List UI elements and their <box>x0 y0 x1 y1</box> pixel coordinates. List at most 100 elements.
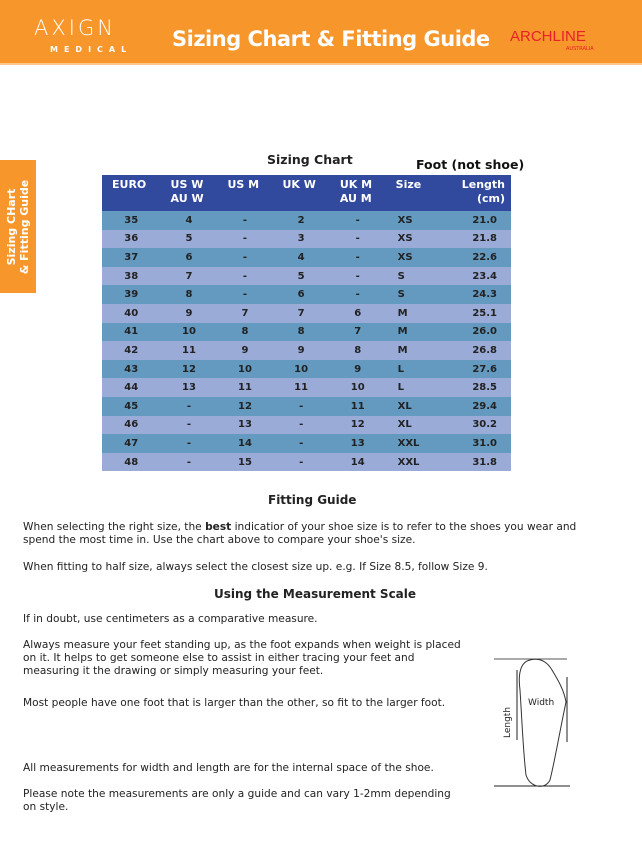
table-cell: 10 <box>329 378 386 397</box>
column-header: UK W <box>272 175 330 211</box>
column-header: EURO <box>102 175 161 211</box>
table-cell: 46 <box>102 415 161 435</box>
measure-paragraph-1: If in doubt, use centimeters as a compar… <box>23 613 318 625</box>
foot-diagram: Width Length <box>494 658 570 787</box>
table-cell: - <box>217 211 273 230</box>
table-cell: 48 <box>102 452 161 472</box>
table-cell: 9 <box>217 341 273 360</box>
table-row: 41 10 8 8 7 M 26.0 <box>102 322 511 342</box>
table-cell: 8 <box>329 341 386 360</box>
table-cell: XXL <box>385 434 433 453</box>
table-cell: 10 <box>160 322 218 342</box>
table-cell: 9 <box>272 341 330 360</box>
table-cell: M <box>385 322 433 342</box>
table-cell: XL <box>385 415 433 435</box>
column-header: UK M AU M <box>329 175 386 211</box>
table-cell: 23.4 <box>432 266 511 286</box>
table-cell: 5 <box>160 229 218 249</box>
table-cell: 35 <box>102 211 161 230</box>
table-cell: 21.0 <box>432 211 511 230</box>
table-cell: 30.2 <box>432 415 511 435</box>
table-row: 35 4-2- XS 21.0 <box>102 211 511 230</box>
fitting-paragraph-1: When selecting the right size, the best … <box>23 521 577 546</box>
table-cell: 21.8 <box>432 229 511 249</box>
table-cell: - <box>329 211 386 230</box>
fitting-guide-title: Fitting Guide <box>268 493 357 507</box>
table-cell: XS <box>385 248 433 267</box>
table-cell: 13 <box>217 415 273 435</box>
fitting-paragraph-2: When fitting to half size, always select… <box>23 561 488 573</box>
length-label: Length <box>503 707 513 738</box>
table-row: 45-12-11 XL 29.4 <box>102 396 511 416</box>
table-cell: 47 <box>102 434 161 453</box>
table-cell: 8 <box>217 322 273 342</box>
side-tab-line1: Sizing CHart <box>5 188 18 266</box>
measure-paragraph-4: All measurements for width and length ar… <box>23 762 434 774</box>
table-cell: 38 <box>102 266 161 286</box>
table-cell: 4 <box>272 248 330 267</box>
table-row: 44 13 11 11 10 L 28.5 <box>102 378 511 397</box>
table-cell: 7 <box>217 303 273 323</box>
table-cell: 40 <box>102 303 161 323</box>
table-cell: - <box>160 415 218 435</box>
table-cell: 15 <box>217 452 273 472</box>
table-cell: 6 <box>272 285 330 304</box>
table-cell: 43 <box>102 359 161 379</box>
table-cell: S <box>385 285 433 304</box>
table-cell: 9 <box>329 359 386 379</box>
table-cell: M <box>385 341 433 360</box>
table-row: 38 7-5- S 23.4 <box>102 266 511 286</box>
table-cell: - <box>272 415 330 435</box>
table-cell: XS <box>385 229 433 249</box>
table-row: 47-14-13 XXL 31.0 <box>102 434 511 453</box>
axign-logo: AXIGN <box>34 16 116 40</box>
table-cell: - <box>329 248 386 267</box>
table-cell: 9 <box>160 303 218 323</box>
table-cell: - <box>272 452 330 472</box>
archline-logo-sub: AUSTRALIA <box>566 46 594 52</box>
width-label: Width <box>528 698 554 708</box>
column-header: Size <box>385 175 433 211</box>
table-cell: 11 <box>272 378 330 397</box>
table-cell: - <box>272 434 330 453</box>
table-cell: - <box>329 266 386 286</box>
table-cell: - <box>272 396 330 416</box>
table-cell: - <box>329 285 386 304</box>
table-cell: - <box>160 396 218 416</box>
table-cell: 12 <box>160 359 218 379</box>
table-row: 36 5-3- XS 21.8 <box>102 229 511 249</box>
table-cell: 2 <box>272 211 330 230</box>
table-cell: - <box>160 434 218 453</box>
table-row: 43 12 10 10 9 L 27.6 <box>102 359 511 379</box>
column-header: Length (cm) <box>432 175 511 211</box>
table-cell: - <box>217 266 273 286</box>
table-cell: 36 <box>102 229 161 249</box>
table-cell: 3 <box>272 229 330 249</box>
measure-paragraph-2: Always measure your feet standing up, as… <box>23 639 461 677</box>
table-cell: XXL <box>385 452 433 472</box>
table-cell: - <box>217 229 273 249</box>
table-cell: 31.0 <box>432 434 511 453</box>
table-cell: 27.6 <box>432 359 511 379</box>
measure-paragraph-5: Please note the measurements are only a … <box>23 788 451 813</box>
table-cell: 22.6 <box>432 248 511 267</box>
side-tab-line2: & Fitting Guide <box>18 179 31 275</box>
archline-logo: ARCHLINE <box>510 28 586 45</box>
table-cell: 41 <box>102 322 161 342</box>
table-cell: 12 <box>217 396 273 416</box>
table-cell: 8 <box>160 285 218 304</box>
table-cell: 14 <box>217 434 273 453</box>
table-cell: 25.1 <box>432 303 511 323</box>
table-cell: L <box>385 378 433 397</box>
table-cell: L <box>385 359 433 379</box>
table-cell: 7 <box>329 322 386 342</box>
table-cell: 11 <box>160 341 218 360</box>
chart-title: Sizing Chart <box>267 152 353 167</box>
table-cell: 28.5 <box>432 378 511 397</box>
table-cell: - <box>160 452 218 472</box>
table-cell: 26.8 <box>432 341 511 360</box>
chart-note: Foot (not shoe) <box>416 157 525 172</box>
table-cell: XL <box>385 396 433 416</box>
table-cell: - <box>329 229 386 249</box>
sizing-table: EURO US W AU W US M UK W UK M AU M Size Length (c… <box>102 175 511 472</box>
